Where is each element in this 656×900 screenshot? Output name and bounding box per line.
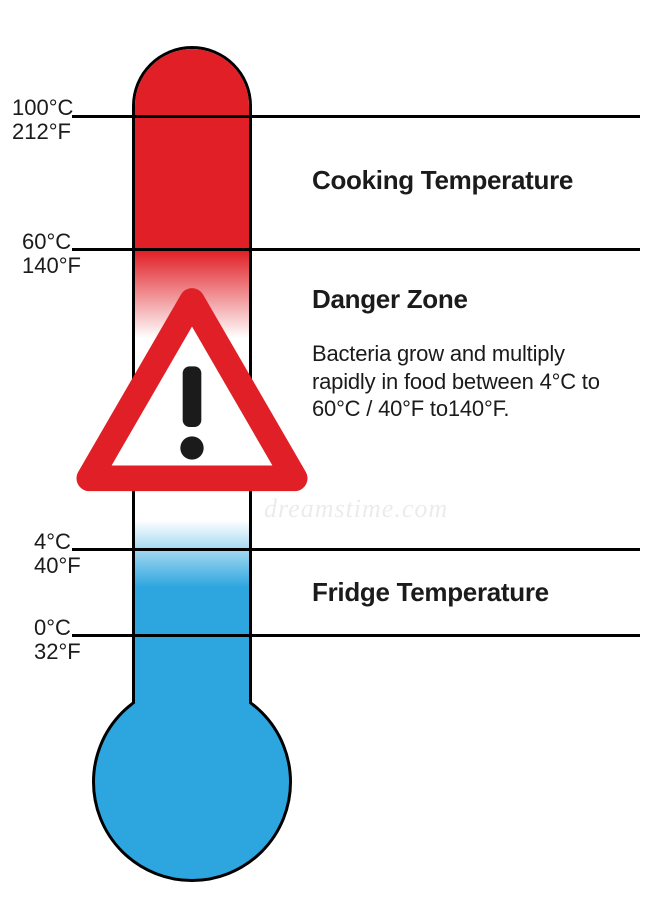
temp-label-4: 4°C 40°F: [34, 530, 81, 578]
temp-label-0: 0°C 32°F: [34, 616, 81, 664]
gridline-100c: [72, 115, 640, 118]
gridline-0c: [72, 634, 640, 637]
gridline-60c: [72, 248, 640, 251]
temp-f: 32°F: [34, 640, 81, 664]
watermark: dreamstime.com: [264, 494, 448, 524]
temp-c: 4°C: [34, 530, 81, 554]
temp-f: 212°F: [12, 120, 73, 144]
temp-c: 0°C: [34, 616, 81, 640]
warning-icon: [72, 287, 312, 497]
temp-f: 140°F: [22, 254, 81, 278]
thermometer-bulb-mask: [135, 678, 249, 718]
zone-title-fridge: Fridge Temperature: [312, 577, 549, 608]
infographic-canvas: 100°C 212°F 60°C 140°F 4°C 40°F 0°C 32°F…: [0, 0, 656, 900]
temp-c: 100°C: [12, 96, 73, 120]
temp-f: 40°F: [34, 554, 81, 578]
temp-c: 60°C: [22, 230, 81, 254]
zone-title-danger: Danger Zone: [312, 284, 468, 315]
gridline-4c: [72, 548, 640, 551]
temp-label-100: 100°C 212°F: [12, 96, 73, 144]
zone-desc-danger: Bacteria grow and multiply rapidly in fo…: [312, 340, 632, 423]
temp-label-60: 60°C 140°F: [22, 230, 81, 278]
zone-title-cooking: Cooking Temperature: [312, 165, 573, 196]
